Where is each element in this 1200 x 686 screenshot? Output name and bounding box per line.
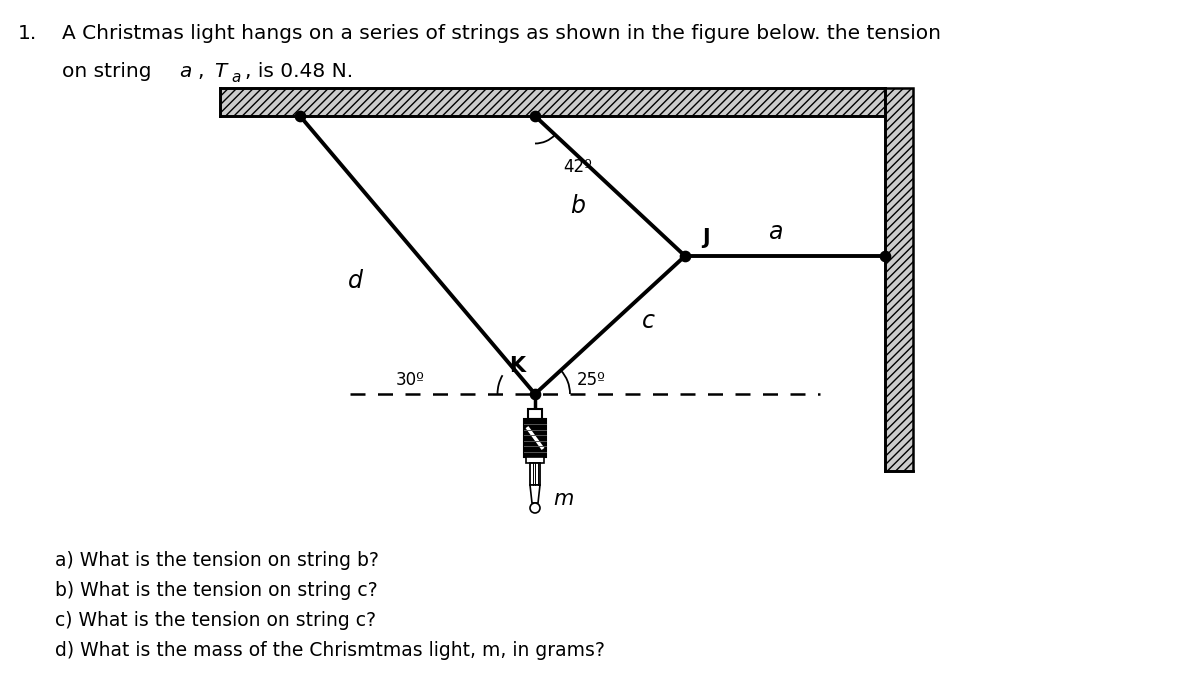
Text: , is 0.48 N.: , is 0.48 N. (245, 62, 353, 81)
Point (676, 250, 695, 261)
Text: 30º: 30º (396, 371, 425, 389)
Bar (526, 457, 544, 463)
Text: d: d (348, 269, 362, 293)
Point (290, 110, 310, 121)
Text: b) What is the tension on string c?: b) What is the tension on string c? (55, 581, 378, 600)
Text: on string: on string (62, 62, 158, 81)
Text: ,: , (198, 62, 211, 81)
Bar (528, 409, 542, 419)
Text: 42º: 42º (563, 158, 592, 176)
Text: c) What is the tension on string c?: c) What is the tension on string c? (55, 611, 376, 630)
Text: J: J (702, 228, 709, 248)
Text: a) What is the tension on string b?: a) What is the tension on string b? (55, 551, 379, 570)
Bar (524, 419, 546, 457)
Text: a: a (230, 70, 240, 85)
Text: K: K (509, 356, 526, 376)
Text: 25º: 25º (577, 371, 606, 389)
Bar (886, 88, 913, 471)
Text: A Christmas light hangs on a series of strings as shown in the figure below. the: A Christmas light hangs on a series of s… (62, 24, 941, 43)
Text: a: a (179, 62, 191, 81)
Text: a: a (768, 220, 782, 244)
Text: b: b (570, 194, 586, 218)
Bar (220, 88, 886, 116)
Text: m: m (553, 489, 574, 509)
Text: d) What is the mass of the Chrismtmas light, m, in grams?: d) What is the mass of the Chrismtmas li… (55, 641, 605, 660)
Text: T: T (214, 62, 227, 81)
Polygon shape (530, 485, 540, 503)
Circle shape (530, 503, 540, 513)
Point (526, 110, 545, 121)
Point (876, 250, 895, 261)
Bar (530, 463, 540, 485)
Point (526, 388, 545, 399)
Text: 1.: 1. (18, 24, 37, 43)
Text: c: c (642, 309, 654, 333)
